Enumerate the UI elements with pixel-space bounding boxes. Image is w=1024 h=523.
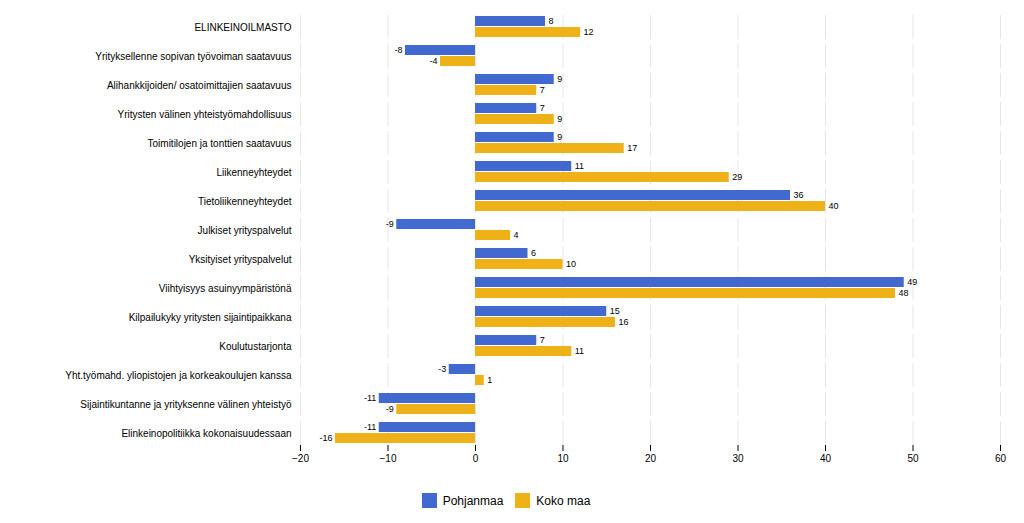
svg-text:Viihtyisyys asuinyympäristönä: Viihtyisyys asuinyympäristönä (159, 283, 292, 294)
svg-text:0: 0 (473, 453, 479, 464)
svg-text:11: 11 (575, 346, 584, 356)
svg-text:ELINKEINOILMASTO: ELINKEINOILMASTO (194, 22, 291, 33)
svg-text:Julkiset yrityspalvelut: Julkiset yrityspalvelut (198, 225, 292, 236)
svg-text:8: 8 (549, 16, 554, 26)
svg-text:Toimitilojen ja tonttien saata: Toimitilojen ja tonttien saatavuus (148, 138, 292, 149)
svg-text:17: 17 (627, 143, 637, 153)
svg-text:48: 48 (899, 288, 909, 298)
svg-text:10: 10 (566, 259, 576, 269)
svg-text:Yht.työmahd. yliopistojen ja k: Yht.työmahd. yliopistojen ja korkeakoulu… (65, 370, 292, 381)
svg-text:-11: -11 (364, 393, 376, 403)
svg-text:7: 7 (540, 335, 545, 345)
svg-text:Koulutustarjonta: Koulutustarjonta (219, 341, 292, 352)
svg-text:40: 40 (820, 453, 832, 464)
html-text:Koko maa: Koko maa (536, 493, 591, 508)
svg-text:29: 29 (732, 172, 742, 182)
svg-text:Yksityiset yrityspalvelut: Yksityiset yrityspalvelut (189, 254, 292, 265)
svg-text:20: 20 (645, 453, 657, 464)
svg-text:-8: -8 (394, 45, 402, 55)
svg-text:Yrityksellenne sopivan työvoim: Yrityksellenne sopivan työvoiman saatavu… (95, 51, 291, 62)
svg-text:60: 60 (995, 453, 1007, 464)
svg-text:36: 36 (794, 190, 804, 200)
svg-text:9: 9 (557, 132, 562, 142)
svg-text:Sijaintikuntanne ja yrityksenn: Sijaintikuntanne ja yrityksenne välinen … (80, 399, 292, 410)
svg-text:7: 7 (540, 103, 545, 113)
svg-text:Kilpailukyky yritysten sijaint: Kilpailukyky yritysten sijaintipaikkana (129, 312, 292, 323)
svg-text:16: 16 (619, 317, 629, 327)
svg-text:9: 9 (557, 114, 562, 124)
svg-text:12: 12 (584, 27, 594, 37)
svg-text:-16: -16 (319, 433, 332, 443)
svg-text:9: 9 (557, 74, 562, 84)
svg-text:10: 10 (557, 453, 569, 464)
svg-text:-4: -4 (429, 56, 437, 66)
svg-text:4: 4 (514, 230, 519, 240)
html-text:Pohjanmaa: Pohjanmaa (442, 493, 504, 508)
svg-text:Yritysten välinen yhteistyömah: Yritysten välinen yhteistyömahdollisuus (118, 109, 292, 120)
svg-text:-3: -3 (438, 364, 446, 374)
svg-text:30: 30 (732, 453, 744, 464)
svg-text:Tietoliikenneyhteydet: Tietoliikenneyhteydet (198, 196, 292, 207)
svg-text:-9: -9 (386, 404, 394, 414)
svg-text:49: 49 (907, 277, 917, 287)
svg-text:Alihankkijoiden/ osatoimittaji: Alihankkijoiden/ osatoimittajien saatavu… (107, 80, 292, 91)
svg-text:1: 1 (487, 375, 492, 385)
svg-text:−20: −20 (292, 453, 309, 464)
svg-text:Elinkeinopolitiikka kokonaisuu: Elinkeinopolitiikka kokonaisuudessaan (121, 428, 291, 439)
svg-text:40: 40 (829, 201, 839, 211)
svg-text:Liikenneyhteydet: Liikenneyhteydet (216, 167, 291, 178)
svg-text:7: 7 (540, 85, 545, 95)
svg-text:11: 11 (575, 161, 584, 171)
svg-text:50: 50 (907, 453, 919, 464)
svg-text:-9: -9 (386, 219, 394, 229)
svg-text:-11: -11 (364, 422, 376, 432)
svg-text:15: 15 (610, 306, 620, 316)
svg-text:6: 6 (531, 248, 536, 258)
svg-text:−10: −10 (380, 453, 397, 464)
